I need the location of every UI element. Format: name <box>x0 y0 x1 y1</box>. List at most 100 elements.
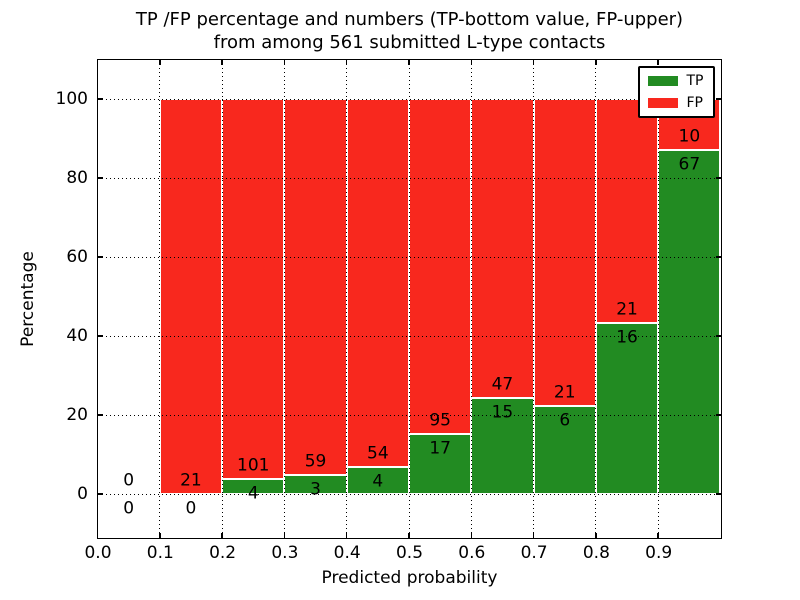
x-tick-mark-top <box>96 59 99 65</box>
y-tick-mark-right <box>715 493 721 495</box>
x-tick-mark-bottom <box>283 532 286 538</box>
x-tick-label: 0.7 <box>520 543 548 563</box>
fp-bar-segment <box>409 99 472 435</box>
fp-bar-segment <box>284 99 347 475</box>
fp-bar-segment <box>159 99 223 495</box>
y-tick-mark-left <box>97 256 103 258</box>
tick-marks-layer <box>96 59 721 538</box>
vertical-gridline <box>408 59 410 538</box>
tp-count-label: 17 <box>429 438 451 459</box>
y-tick-mark-right <box>715 335 721 337</box>
x-tick-mark-bottom <box>595 532 597 538</box>
y-tick-mark-left <box>97 335 103 337</box>
x-tick-mark-top <box>408 59 410 65</box>
x-tick-mark-bottom <box>532 532 535 538</box>
legend: TP FP <box>637 65 715 118</box>
x-tick-mark-bottom <box>221 532 223 538</box>
y-tick-label: 80 <box>66 168 88 188</box>
x-tick-label: 0.0 <box>84 543 112 563</box>
plot-area: 0 0 21 0 101 4 59 3 54 4 95 17 47 15 21 6 21 16 10 67 TP FP <box>96 58 722 539</box>
tp-count-label: 6 <box>559 410 571 431</box>
tp-count-label: 4 <box>372 471 384 492</box>
tp-bar-segment <box>533 406 596 495</box>
tp-count-label: 16 <box>616 327 638 348</box>
fp-bar-segment <box>595 99 659 324</box>
tp-bar-segment <box>595 323 659 495</box>
y-tick-mark-left <box>97 98 103 100</box>
tp-legend-label: TP <box>686 72 704 89</box>
y-tick-mark-right <box>715 98 721 100</box>
tp-count-label: 3 <box>310 479 321 500</box>
fp-bar-segment <box>471 99 534 399</box>
fp-count-label: 101 <box>237 455 270 476</box>
y-tick-mark-left <box>97 414 103 416</box>
chart-title-line1: TP /FP percentage and numbers (TP-bottom… <box>135 9 684 30</box>
x-tick-label: 0.5 <box>395 543 424 563</box>
vertical-gridline <box>221 59 223 538</box>
tp-bar-segment <box>346 466 409 495</box>
tp-legend-swatch <box>647 75 678 86</box>
x-tick-mark-bottom <box>657 532 659 538</box>
tp-count-label: 67 <box>678 154 701 175</box>
x-tick-label: 0.2 <box>209 543 237 563</box>
vertical-gridline <box>595 59 597 538</box>
x-tick-mark-top <box>159 59 161 65</box>
vertical-gridline <box>470 59 472 538</box>
fp-count-label: 10 <box>678 126 701 147</box>
y-tick-label: 20 <box>66 405 88 426</box>
x-tick-mark-top <box>470 59 473 65</box>
horizontal-gridline <box>97 493 721 495</box>
fp-count-label: 21 <box>180 470 202 491</box>
x-tick-label: 0.3 <box>271 543 299 563</box>
bars-layer <box>98 60 721 538</box>
fp-legend-label: FP <box>686 94 704 111</box>
y-tick-label: 0 <box>77 484 88 505</box>
vertical-gridline <box>159 59 161 538</box>
x-axis-label: Predicted probability <box>321 568 498 588</box>
y-tick-mark-left <box>97 493 103 495</box>
fp-count-label: 0 <box>123 470 135 491</box>
tp-bar-segment <box>284 474 347 495</box>
x-tick-mark-top <box>221 59 223 65</box>
y-tick-mark-left <box>97 177 103 179</box>
fp-count-label: 95 <box>429 410 451 431</box>
tp-count-label: 0 <box>123 498 135 519</box>
fp-count-label: 54 <box>367 443 389 464</box>
x-tick-label: 0.6 <box>458 543 486 563</box>
chart-title-line2: from among 561 submitted L-type contacts <box>213 32 606 53</box>
vertical-gridline <box>533 59 535 538</box>
fp-legend-swatch <box>647 97 678 108</box>
fp-bar-segment <box>346 99 409 467</box>
fp-count-label: 47 <box>491 374 514 395</box>
chart-title: TP /FP percentage and numbers (TP-bottom… <box>98 8 721 54</box>
horizontal-gridline <box>97 98 721 100</box>
tp-count-label: 4 <box>247 483 259 504</box>
x-tick-label: 0.9 <box>645 543 673 563</box>
x-tick-label: 0.4 <box>333 543 361 563</box>
tp-bar-segment <box>222 478 285 495</box>
x-tick-label: 0.8 <box>582 543 610 563</box>
horizontal-gridline <box>97 256 721 258</box>
legend-item-tp: TP <box>647 72 704 89</box>
vertical-gridline <box>657 59 659 538</box>
y-tick-mark-right <box>715 414 721 416</box>
y-tick-mark-right <box>715 177 721 179</box>
tp-count-label: 0 <box>185 498 197 519</box>
legend-item-fp: FP <box>647 94 704 111</box>
vertical-gridline <box>346 59 348 538</box>
y-axis-label: Percentage <box>18 251 38 347</box>
horizontal-gridline <box>97 335 721 337</box>
tp-count-label: 15 <box>491 402 514 423</box>
x-tick-mark-top <box>657 59 659 65</box>
tp-bar-segment <box>471 398 534 495</box>
horizontal-gridline <box>97 177 721 179</box>
x-tick-mark-bottom <box>159 532 161 538</box>
x-tick-mark-top <box>532 59 535 65</box>
x-tick-mark-top <box>283 59 286 65</box>
vertical-gridline <box>283 59 285 538</box>
x-tick-mark-bottom <box>408 532 410 538</box>
x-tick-mark-bottom <box>345 532 348 538</box>
y-tick-label: 40 <box>66 326 88 347</box>
x-tick-mark-top <box>345 59 348 65</box>
